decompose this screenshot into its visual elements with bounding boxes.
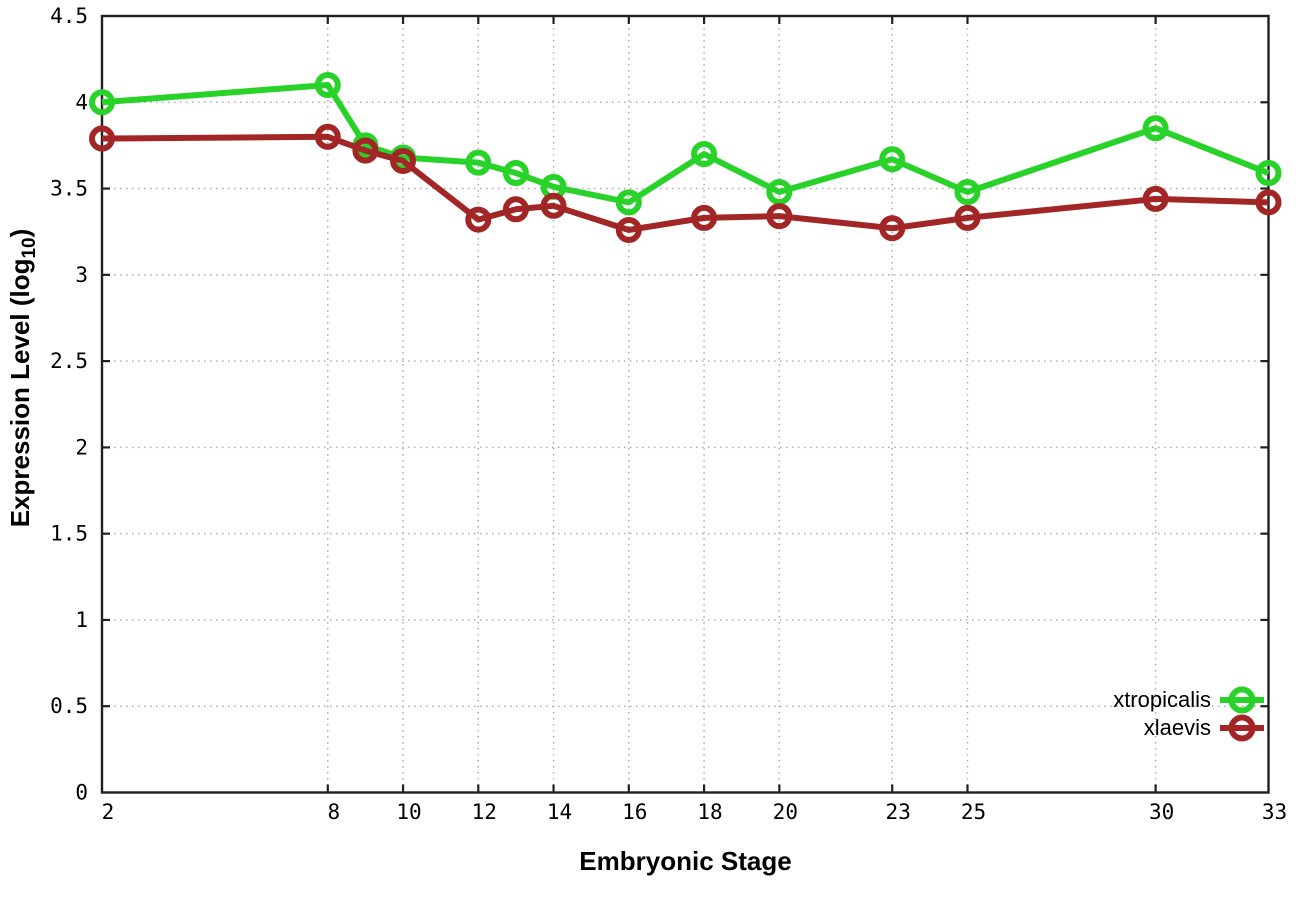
- data-point-marker: [1142, 115, 1169, 142]
- y-tick-label: 0: [75, 781, 88, 805]
- tick-marks: [102, 16, 1269, 793]
- x-tick-label: 2: [102, 800, 115, 824]
- y-tick-label: 1: [75, 608, 88, 632]
- y-axis-title-text: Expression Level (log: [4, 258, 35, 528]
- series-xtropicalis: [89, 72, 1282, 216]
- data-point-marker: [766, 179, 793, 206]
- data-point-marker: [615, 216, 642, 243]
- data-point-marker: [691, 141, 718, 168]
- y-tick-label: 1.5: [50, 522, 88, 546]
- legend-circle-marker-icon: [1228, 686, 1256, 714]
- legend-circle-marker-icon: [1228, 714, 1256, 742]
- legend-label-xtropicalis: xtropicalis: [1113, 687, 1211, 712]
- tick-labels: 2 8 10 12 14 16 18 20 23 25 30 33 0 0.5 1 1.5 2 2.5 3 3.5 4 4…: [50, 4, 1287, 824]
- y-tick-label: 2: [75, 435, 88, 459]
- data-point-marker: [502, 160, 529, 187]
- x-tick-label: 25: [961, 800, 986, 824]
- data-point-marker: [954, 179, 981, 206]
- data-point-marker: [1142, 185, 1169, 212]
- x-tick-label: 33: [1262, 800, 1287, 824]
- y-tick-label: 4: [75, 90, 88, 114]
- y-axis-title-close: ): [4, 228, 35, 238]
- data-point-marker: [502, 196, 529, 223]
- x-tick-label: 20: [773, 800, 798, 824]
- y-tick-label: 2.5: [50, 349, 88, 373]
- legend: xtropicalis xlaevis: [1113, 686, 1264, 742]
- y-tick-label: 3: [75, 263, 88, 287]
- data-point-marker: [540, 192, 567, 219]
- data-point-marker: [879, 146, 906, 173]
- data-point-marker: [465, 149, 492, 176]
- x-tick-label: 12: [472, 800, 497, 824]
- data-point-marker: [615, 189, 642, 216]
- data-point-marker: [390, 147, 417, 174]
- x-tick-label: 8: [327, 800, 340, 824]
- legend-marker-xlaevis: [1220, 714, 1264, 742]
- x-tick-label: 14: [547, 800, 572, 824]
- data-point-marker: [89, 89, 115, 116]
- x-tick-label: 16: [622, 800, 647, 824]
- data-point-marker: [954, 204, 981, 231]
- x-tick-label: 18: [697, 800, 722, 824]
- data-point-marker: [1255, 189, 1282, 216]
- y-tick-label: 0.5: [50, 694, 88, 718]
- plot-border: [100, 14, 1270, 794]
- data-point-marker: [1255, 160, 1282, 187]
- y-tick-label: 3.5: [50, 177, 88, 201]
- data-point-marker: [879, 215, 906, 242]
- gridlines: [102, 16, 1269, 793]
- y-axis-title: Expression Level (log10): [5, 229, 41, 528]
- legend-item-xtropicalis: xtropicalis: [1113, 686, 1264, 714]
- data-point-marker: [314, 123, 341, 150]
- series-xlaevis: [89, 123, 1282, 243]
- data-point-marker: [691, 204, 718, 231]
- x-axis-title: Embryonic Stage: [579, 846, 792, 876]
- x-tick-label: 10: [396, 800, 421, 824]
- x-tick-label: 23: [886, 800, 911, 824]
- data-point-marker: [89, 125, 115, 152]
- legend-item-xlaevis: xlaevis: [1144, 714, 1264, 742]
- legend-label-xlaevis: xlaevis: [1143, 715, 1211, 740]
- data-point-marker: [352, 137, 379, 164]
- data-point-marker: [465, 206, 492, 233]
- x-tick-label: 30: [1149, 800, 1174, 824]
- y-axis-title-subscript: 10: [19, 237, 41, 259]
- data-point-marker: [766, 203, 793, 230]
- legend-marker-xtropicalis: [1220, 686, 1264, 714]
- data-point-marker: [314, 72, 341, 99]
- y-tick-label: 4.5: [50, 4, 88, 28]
